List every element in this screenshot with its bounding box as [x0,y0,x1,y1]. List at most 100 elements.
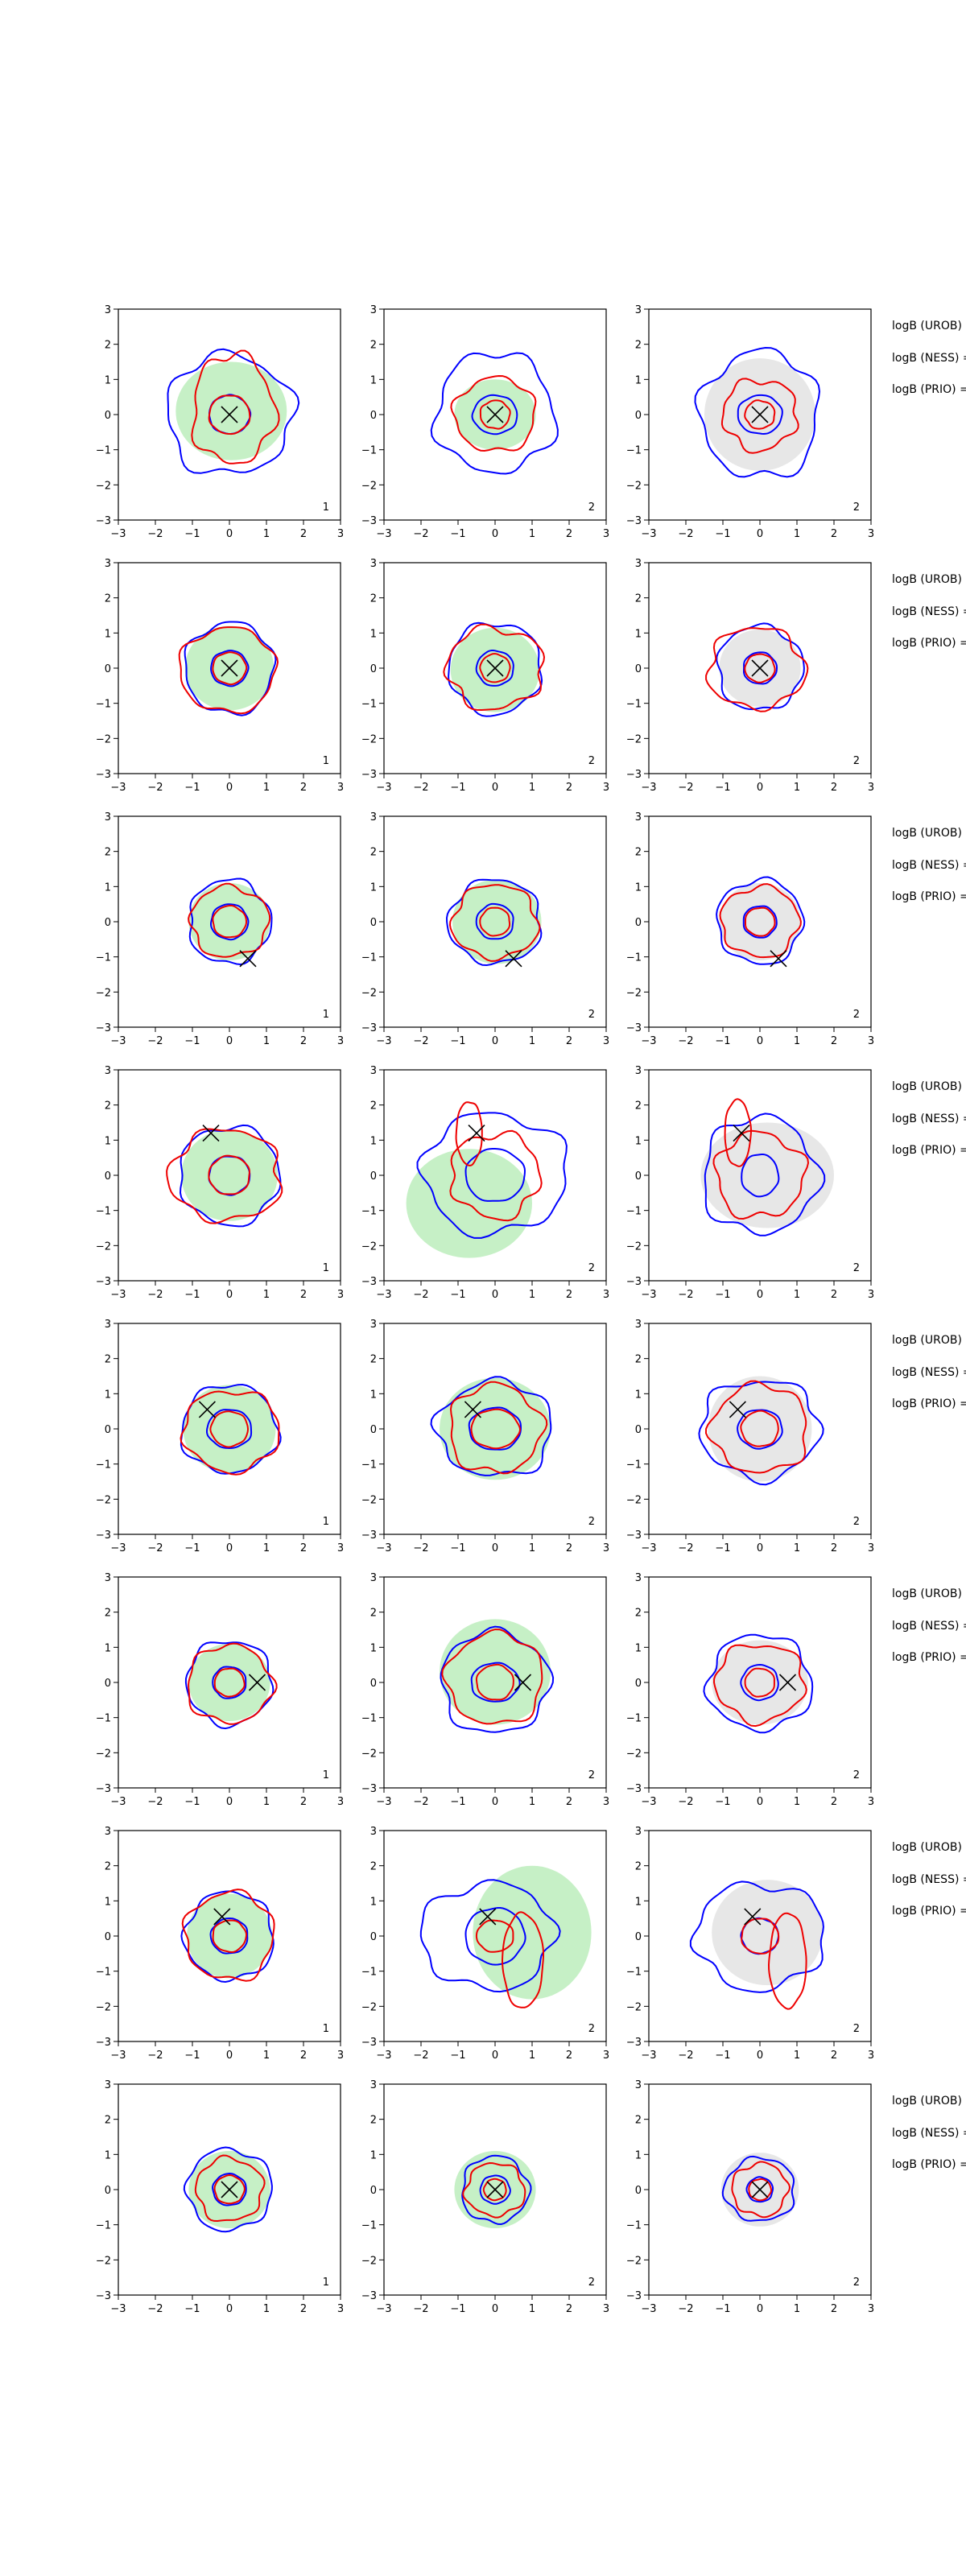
density-fill [452,879,542,964]
subplot-r1-c2: −3 −2 −1 0 1 2 3 −3 −2 −1 0 1 2 3 2 [361,304,609,540]
x-tick-label: 1 [794,1035,800,1047]
x-tick-label: −1 [715,1542,730,1554]
x-tick-label: 2 [831,1035,837,1047]
y-tick-label: 2 [370,1354,377,1366]
x-tick-label: −1 [450,2303,465,2315]
x-tick-label: 1 [529,2050,535,2062]
y-tick-label: −1 [361,2220,377,2232]
y-tick-label: −3 [361,1530,377,1542]
y-tick-label: −2 [361,1748,377,1760]
x-tick-label: −3 [110,782,126,794]
y-tick-label: 1 [105,1642,111,1654]
red-contour [180,1390,280,1476]
density-fill [708,1376,812,1482]
y-tick-label: −3 [361,1022,377,1034]
y-tick-label: −3 [96,1022,111,1034]
blue-contour [471,394,518,436]
blue-contour [742,905,778,939]
side-label: logB (NESS) = [892,1113,966,1125]
y-tick-label: −3 [96,2290,111,2302]
y-tick-label: 3 [105,558,111,570]
x-tick-label: 1 [794,1796,800,1808]
plot-area [406,1101,568,1258]
y-tick-label: −3 [96,1783,111,1795]
y-tick-label: 3 [105,811,111,824]
corner-label: 2 [588,1262,595,1274]
blue-contour [703,1633,814,1734]
x-tick-label: −3 [641,2303,656,2315]
red-contour [188,1642,278,1725]
x-tick-label: 2 [300,1035,307,1047]
y-tick-label: −2 [361,2255,377,2267]
red-contour [181,1889,275,1982]
y-tick-label: 1 [105,881,111,894]
y-tick-label: −3 [626,1276,642,1288]
x-tick-label: −2 [147,1289,163,1301]
y-tick-label: −1 [96,2220,111,2232]
x-tick-label: −2 [413,528,428,540]
blue-contour [464,1907,526,1966]
x-tick-label: −1 [184,1796,200,1808]
side-label: logB (UROB) = [892,1080,966,1093]
red-contour [705,627,809,712]
red-contour [449,1381,548,1475]
side-label: logB (NESS) = [892,859,966,872]
corner-label: 2 [853,502,860,514]
y-tick-label: 1 [105,1135,111,1147]
y-tick-label: −1 [96,1206,111,1218]
y-tick-label: 0 [635,1678,642,1690]
y-tick-label: 3 [370,811,377,824]
y-tick-label: −1 [96,1459,111,1472]
y-tick-label: 2 [635,1608,642,1620]
x-marker [514,1674,532,1691]
x-tick-label: 3 [337,1035,344,1047]
y-tick-label: −2 [361,1494,377,1506]
y-tick-label: 2 [370,1861,377,1873]
y-tick-label: 0 [105,917,111,929]
red-contour [731,2161,791,2219]
blue-contour [416,1112,568,1239]
red-contour [767,1912,807,2010]
blue-contour [183,2146,273,2233]
x-tick-label: 1 [794,1542,800,1554]
x-tick-label: −2 [678,2303,693,2315]
subplot-r4-c2: −3 −2 −1 0 1 2 3 −3 −2 −1 0 1 2 3 2 [361,1065,609,1301]
x-tick-label: −3 [376,2050,391,2062]
y-tick-label: 2 [635,1100,642,1113]
y-tick-label: −3 [361,2037,377,2049]
x-tick-label: 1 [529,782,535,794]
red-contour [719,883,802,959]
x-tick-label: −2 [147,1035,163,1047]
side-label: logB (UROB) = [892,2095,966,2107]
density-fill [450,627,540,712]
red-contour [479,906,511,937]
subplot-r2-c3: −3 −2 −1 0 1 2 3 −3 −2 −1 0 1 2 3 2 [626,558,874,794]
subplot-r6-c2: −3 −2 −1 0 1 2 3 −3 −2 −1 0 1 2 3 2 [361,1572,609,1808]
x-tick-label: 2 [300,2303,307,2315]
y-tick-label: −2 [96,1748,111,1760]
subplot-r2-c2: −3 −2 −1 0 1 2 3 −3 −2 −1 0 1 2 3 2 [361,558,609,794]
corner-label: 2 [588,1009,595,1021]
x-tick-label: 2 [566,1289,572,1301]
blue-contour [184,621,277,716]
blue-contour [445,878,543,967]
y-tick-label: −2 [626,987,642,999]
y-tick-label: 0 [635,410,642,422]
y-tick-label: −2 [626,2255,642,2267]
y-tick-label: −2 [626,1748,642,1760]
y-tick-label: −3 [361,1783,377,1795]
subplot-r8-c3: −3 −2 −1 0 1 2 3 −3 −2 −1 0 1 2 3 2 [626,2079,874,2315]
y-tick-label: 2 [105,2115,111,2127]
x-tick-label: 2 [566,528,572,540]
y-tick-label: −2 [96,2255,111,2267]
x-tick-label: −1 [715,1289,730,1301]
red-contour [450,374,537,452]
y-tick-label: 3 [370,304,377,316]
blue-contour [745,2176,774,2203]
x-tick-label: 2 [300,1796,307,1808]
corner-label: 2 [853,1769,860,1781]
corner-label: 2 [853,755,860,767]
y-tick-label: 3 [635,1572,642,1584]
blue-contour [209,1917,249,1955]
side-label: logB (PRIO) = [892,1397,966,1410]
